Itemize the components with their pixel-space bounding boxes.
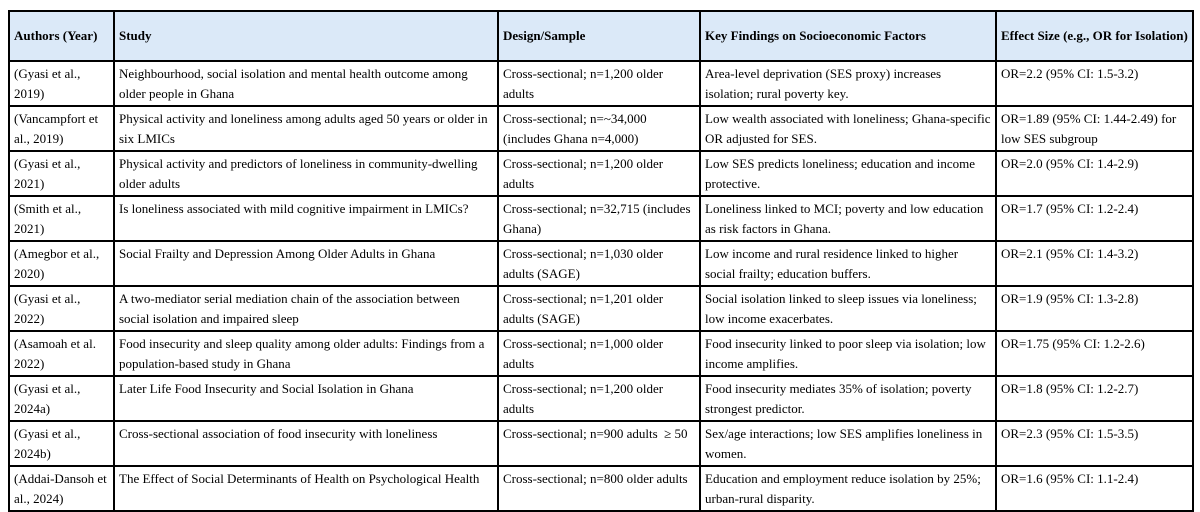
table-row: (Addai-Dansoh et al., 2024) The Effect o…	[8, 465, 1194, 512]
effect-cell: OR=1.7 (95% CI: 1.2-2.4)	[995, 195, 1194, 242]
findings-cell: Food insecurity linked to poor sleep via…	[699, 330, 997, 377]
study-cell: Later Life Food Insecurity and Social Is…	[113, 375, 499, 422]
table-row: (Vancampfort et al., 2019) Physical acti…	[8, 105, 1194, 152]
authors-cell: (Gyasi et al., 2024b)	[8, 420, 115, 467]
effect-cell: OR=1.8 (95% CI: 1.2-2.7)	[995, 375, 1194, 422]
table-row: (Gyasi et al., 2021) Physical activity a…	[8, 150, 1194, 197]
findings-cell: Sex/age interactions; low SES amplifies …	[699, 420, 997, 467]
design-cell: Cross-sectional; n=900 adults ≥ 50	[497, 420, 701, 467]
design-cell: Cross-sectional; n=1,200 older adults	[497, 150, 701, 197]
effect-cell: OR=1.6 (95% CI: 1.1-2.4)	[995, 465, 1194, 512]
table-row: (Gyasi et al., 2024b) Cross-sectional as…	[8, 420, 1194, 467]
design-cell: Cross-sectional; n=1,000 older adults	[497, 330, 701, 377]
study-cell: Social Frailty and Depression Among Olde…	[113, 240, 499, 287]
effect-cell: OR=1.75 (95% CI: 1.2-2.6)	[995, 330, 1194, 377]
column-header-effect: Effect Size (e.g., OR for Isolation)	[995, 10, 1194, 62]
study-cell: Neighbourhood, social isolation and ment…	[113, 60, 499, 107]
study-cell: A two-mediator serial mediation chain of…	[113, 285, 499, 332]
findings-cell: Food insecurity mediates 35% of isolatio…	[699, 375, 997, 422]
studies-table: Authors (Year) Study Design/Sample Key F…	[8, 10, 1194, 512]
authors-cell: (Amegbor et al., 2020)	[8, 240, 115, 287]
findings-cell: Area-level deprivation (SES proxy) incre…	[699, 60, 997, 107]
authors-cell: (Asamoah et al. 2022)	[8, 330, 115, 377]
design-cell: Cross-sectional; n=1,030 older adults (S…	[497, 240, 701, 287]
findings-cell: Education and employment reduce isolatio…	[699, 465, 997, 512]
findings-cell: Low SES predicts loneliness; education a…	[699, 150, 997, 197]
authors-cell: (Gyasi et al., 2021)	[8, 150, 115, 197]
authors-cell: (Addai-Dansoh et al., 2024)	[8, 465, 115, 512]
column-header-authors: Authors (Year)	[8, 10, 115, 62]
findings-cell: Loneliness linked to MCI; poverty and lo…	[699, 195, 997, 242]
design-cell: Cross-sectional; n=1,200 older adults	[497, 60, 701, 107]
table-row: (Gyasi et al., 2022) A two-mediator seri…	[8, 285, 1194, 332]
design-cell: Cross-sectional; n=800 older adults	[497, 465, 701, 512]
study-cell: Is loneliness associated with mild cogni…	[113, 195, 499, 242]
study-cell: Physical activity and predictors of lone…	[113, 150, 499, 197]
effect-cell: OR=2.3 (95% CI: 1.5-3.5)	[995, 420, 1194, 467]
design-cell: Cross-sectional; n=1,200 older adults	[497, 375, 701, 422]
table-row: (Gyasi et al., 2019) Neighbourhood, soci…	[8, 60, 1194, 107]
study-cell: Cross-sectional association of food inse…	[113, 420, 499, 467]
effect-cell: OR=1.89 (95% CI: 1.44-2.49) for low SES …	[995, 105, 1194, 152]
table-row: (Smith et al., 2021) Is loneliness assoc…	[8, 195, 1194, 242]
column-header-design: Design/Sample	[497, 10, 701, 62]
authors-cell: (Gyasi et al., 2022)	[8, 285, 115, 332]
header-row: Authors (Year) Study Design/Sample Key F…	[8, 10, 1194, 62]
design-cell: Cross-sectional; n=1,201 older adults (S…	[497, 285, 701, 332]
column-header-findings: Key Findings on Socioeconomic Factors	[699, 10, 997, 62]
findings-cell: Social isolation linked to sleep issues …	[699, 285, 997, 332]
findings-cell: Low wealth associated with loneliness; G…	[699, 105, 997, 152]
authors-cell: (Gyasi et al., 2019)	[8, 60, 115, 107]
study-cell: Food insecurity and sleep quality among …	[113, 330, 499, 377]
study-cell: Physical activity and loneliness among a…	[113, 105, 499, 152]
study-cell: The Effect of Social Determinants of Hea…	[113, 465, 499, 512]
table-row: (Gyasi et al., 2024a) Later Life Food In…	[8, 375, 1194, 422]
effect-cell: OR=1.9 (95% CI: 1.3-2.8)	[995, 285, 1194, 332]
effect-cell: OR=2.2 (95% CI: 1.5-3.2)	[995, 60, 1194, 107]
effect-cell: OR=2.1 (95% CI: 1.4-3.2)	[995, 240, 1194, 287]
design-cell: Cross-sectional; n=32,715 (includes Ghan…	[497, 195, 701, 242]
authors-cell: (Smith et al., 2021)	[8, 195, 115, 242]
authors-cell: (Vancampfort et al., 2019)	[8, 105, 115, 152]
studies-table-container: Authors (Year) Study Design/Sample Key F…	[8, 10, 1194, 512]
table-row: (Amegbor et al., 2020) Social Frailty an…	[8, 240, 1194, 287]
column-header-study: Study	[113, 10, 499, 62]
effect-cell: OR=2.0 (95% CI: 1.4-2.9)	[995, 150, 1194, 197]
findings-cell: Low income and rural residence linked to…	[699, 240, 997, 287]
design-cell: Cross-sectional; n=~34,000 (includes Gha…	[497, 105, 701, 152]
authors-cell: (Gyasi et al., 2024a)	[8, 375, 115, 422]
table-row: (Asamoah et al. 2022) Food insecurity an…	[8, 330, 1194, 377]
